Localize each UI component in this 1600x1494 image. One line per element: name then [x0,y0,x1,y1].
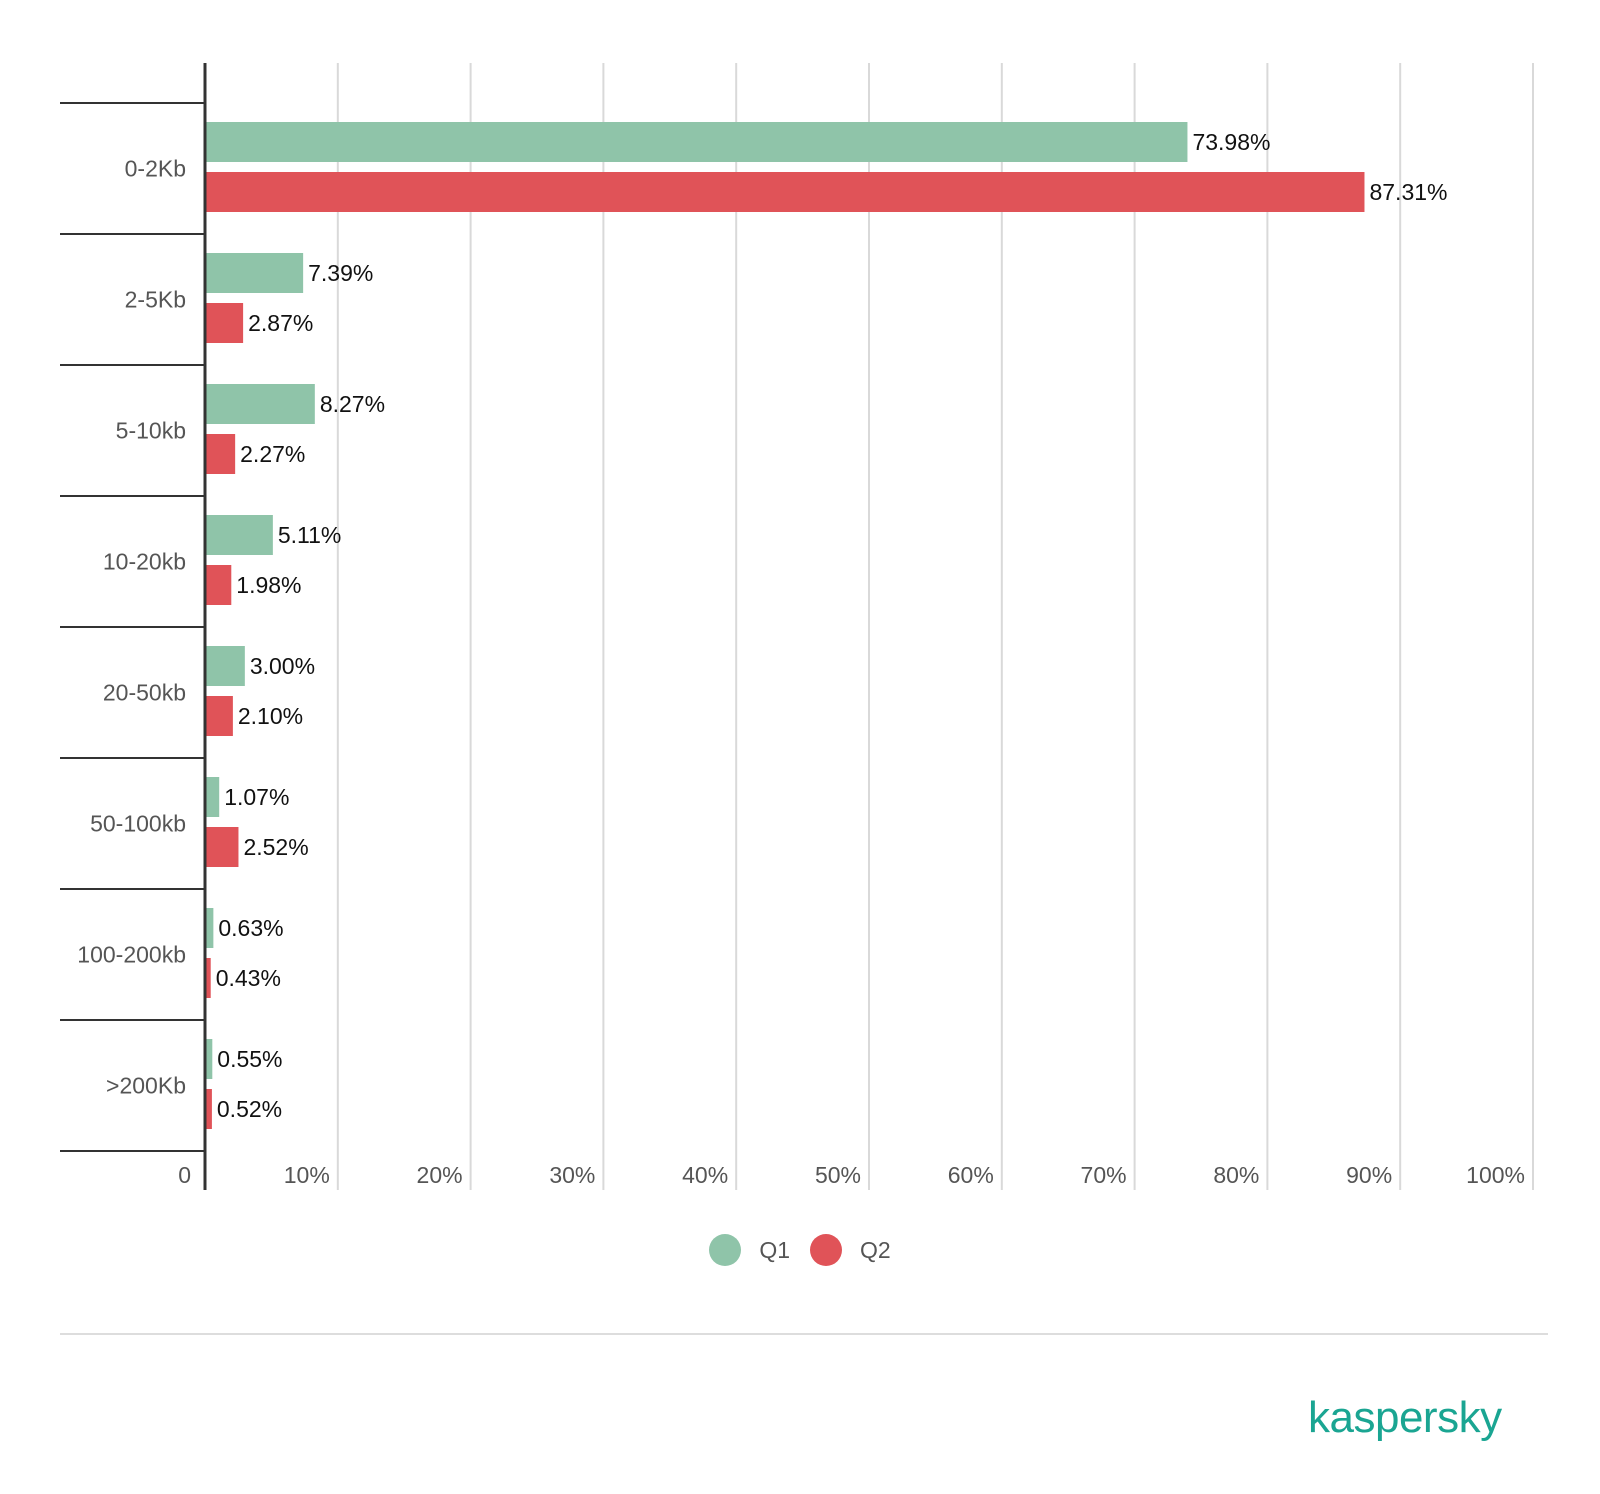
bar-q1 [205,646,245,686]
footer-divider [60,1333,1548,1335]
x-tick-label: 100% [1466,1162,1525,1188]
legend-swatch-q2 [810,1234,842,1266]
grid-lines [336,63,1534,1190]
x-tick-label: 30% [549,1162,595,1188]
data-label: 2.52% [243,834,308,860]
legend: Q1 Q2 [0,1234,1600,1266]
bar-q2 [205,827,239,867]
data-label: 0.43% [216,965,281,991]
bar-q2 [205,434,236,474]
x-tick-label: 0 [178,1162,191,1188]
data-label: 1.07% [224,784,289,810]
bars [205,122,1365,1129]
category-label: 20-50kb [103,680,186,706]
bar-q2 [205,172,1365,212]
legend-label-q1: Q1 [759,1236,790,1263]
bar-q1 [205,515,273,555]
bar-q1 [205,122,1188,162]
data-label: 0.63% [218,915,283,941]
data-label: 7.39% [308,260,373,286]
bar-q2 [205,303,244,343]
x-tick-label: 40% [682,1162,728,1188]
bar-q2 [205,1089,212,1129]
bar-q2 [205,696,233,736]
labels: 0 10% 20% 30% 40% 50% 60% 70% 80% 90% 100% 0-2Kb 73.… [77,129,1525,1188]
category-label: 50-100kb [90,811,186,837]
category-label: 100-200kb [77,942,186,968]
category-label: 2-5Kb [125,287,186,313]
bar-q1 [205,908,214,948]
legend-item-q1: Q1 [709,1234,790,1266]
x-tick-label: 60% [948,1162,994,1188]
bar-q1 [205,384,315,424]
category-label: 5-10kb [116,418,186,444]
category-label: 10-20kb [103,549,186,575]
kaspersky-logo: kaspersky [1308,1393,1502,1442]
data-label: 5.11% [278,522,342,548]
bar-chart: 0 10% 20% 30% 40% 50% 60% 70% 80% 90% 100% 0-2Kb 73.… [60,63,1534,1190]
data-label: 8.27% [320,391,385,417]
data-label: 87.31% [1369,179,1447,205]
data-label: 0.52% [217,1096,282,1122]
data-label: 73.98% [1192,129,1270,155]
data-label: 2.10% [238,703,303,729]
bar-q2 [205,565,232,605]
category-label: 0-2Kb [125,156,186,182]
x-tick-label: 90% [1346,1162,1392,1188]
bar-q1 [205,1039,213,1079]
legend-item-q2: Q2 [810,1234,891,1266]
legend-swatch-q1 [709,1234,742,1266]
data-label: 1.98% [236,572,301,598]
x-tick-label: 70% [1081,1162,1127,1188]
data-label: 3.00% [250,653,315,679]
x-tick-label: 20% [417,1162,463,1188]
x-tick-label: 50% [815,1162,861,1188]
x-tick-label: 10% [284,1162,330,1188]
data-label: 0.55% [217,1046,282,1072]
data-label: 2.87% [248,310,313,336]
category-label: >200Kb [106,1073,186,1099]
x-tick-label: 80% [1213,1162,1259,1188]
legend-label-q2: Q2 [860,1236,891,1263]
data-label: 2.27% [240,441,305,467]
axis [60,63,207,1190]
bar-q2 [205,958,211,998]
bar-q1 [205,777,220,817]
bar-q1 [205,253,304,293]
